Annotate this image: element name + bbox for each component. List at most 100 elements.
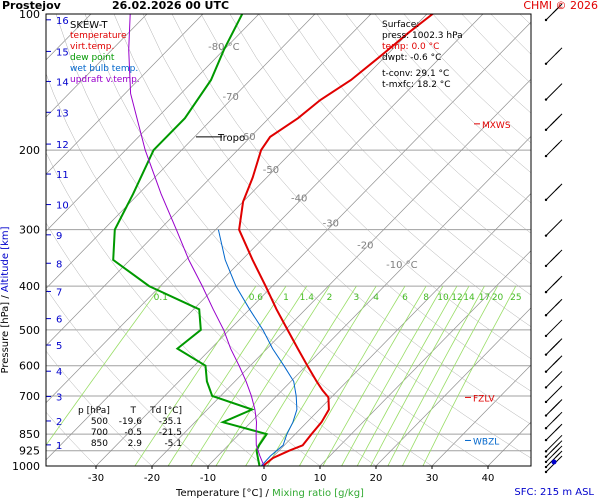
surface-tconv: t-conv: 29.1 °C [382, 69, 450, 79]
isotherm-label: -20 [357, 240, 373, 251]
wind-barb [544, 249, 563, 268]
table-row: 500 -19.6 -35.1 [78, 417, 182, 428]
wind-barb [544, 355, 563, 373]
run-datetime: 26.02.2026 00 UTC [112, 0, 230, 12]
wind-barb-point [544, 18, 548, 22]
wind-barb-flag [557, 385, 563, 391]
surface-temp: temp: 0.0 °C [382, 42, 440, 52]
mixing-ratio-line [387, 285, 485, 466]
y-axis-label: Pressure [hPa] / Altitude [km] [0, 226, 11, 373]
wind-barb [544, 434, 563, 453]
surface-dwpt: dwpt: -0.6 °C [382, 53, 442, 63]
series-wet-bulb-temp [217, 229, 298, 466]
isotherm-label: -40 [291, 194, 307, 205]
mixing-ratio-line [215, 285, 330, 466]
dry-adiabat [287, 14, 531, 265]
mixing-ratio-label: 4 [373, 293, 379, 303]
wind-barb-flag [552, 360, 558, 366]
altitude-tick-label: 7 [56, 287, 62, 298]
wind-barb-flag [550, 345, 555, 351]
legend-title: SKEW-T [70, 20, 108, 31]
cell-td: -21.5 [158, 428, 182, 438]
mixing-ratio-line [299, 285, 406, 466]
mixing-ratio-label: 1.4 [300, 293, 315, 303]
wind-barb-staff [545, 389, 559, 403]
cell-t: -19.6 [118, 417, 142, 427]
mxws-label: MXWS [482, 121, 511, 131]
station-name: Prostejov [2, 0, 61, 12]
wind-barb-staff [545, 87, 559, 100]
surface-info: Surface: press: 1002.3 hPa temp: 0.0 °C … [382, 20, 466, 91]
wind-barb [544, 385, 563, 404]
wind-barb-flag [555, 49, 560, 55]
cell-t: 2.9 [127, 439, 142, 449]
mixing-ratio-line [370, 285, 470, 466]
isotherm-line [46, 14, 372, 347]
wind-barb-point [544, 198, 548, 202]
altitude-tick-label: 11 [56, 170, 69, 181]
wind-barb [544, 113, 563, 132]
legend-item-dew-point: dew point [70, 53, 115, 63]
isotherm-line [46, 14, 204, 175]
mixing-ratio-line [46, 285, 162, 446]
cell-p: 850 [90, 439, 108, 449]
cell-t: -0.5 [124, 428, 142, 438]
isotherm-line [95, 21, 531, 466]
pressure-tick-label: 300 [19, 224, 40, 237]
table-row: 850 2.9 -5.1 [78, 439, 182, 450]
wind-barb-flag [555, 373, 560, 379]
mixing-ratio-line [356, 285, 458, 466]
wind-barb-staff [545, 323, 559, 337]
wind-barb-flag [552, 416, 558, 422]
isotherm-line [375, 307, 531, 466]
x-axis-label: Temperature [°C] / Mixing ratio [g/kg] [175, 488, 364, 499]
dry-adiabat [258, 14, 531, 296]
pressure-tick-label: 200 [19, 144, 40, 157]
pressure-tick-label: 600 [19, 360, 40, 373]
col-header-p: p [hPa] [78, 406, 110, 416]
mixing-ratio-label: 25 [510, 293, 521, 303]
wind-barb [544, 275, 563, 294]
temperature-tick-label: 20 [370, 473, 383, 484]
levels-table-header: p [hPa] T Td [°C] [78, 406, 182, 417]
isotherm-label: -70 [222, 92, 238, 103]
dry-adiabat [316, 14, 531, 234]
pressure-tick-label: 850 [19, 428, 40, 441]
fzlv-label: FZLV [473, 394, 495, 404]
mixing-ratio-label: 17 [479, 293, 490, 303]
wind-barb [544, 298, 563, 317]
wind-barb-flag [550, 120, 555, 126]
wind-barb-point [544, 334, 548, 338]
dry-adiabat [46, 72, 377, 466]
wind-barb [544, 440, 563, 458]
table-row: 700 -0.5 -21.5 [78, 428, 182, 439]
surface-elevation: SFC: 215 m ASL [514, 487, 594, 498]
wind-barb-point [544, 400, 548, 404]
altitude-tick-label: 9 [56, 231, 62, 242]
dry-adiabat [84, 14, 489, 466]
mixing-ratio-line [134, 285, 257, 466]
mixing-ratio-label: 12 [451, 293, 462, 303]
wind-barb [544, 371, 563, 389]
mixing-ratio-line [341, 285, 444, 466]
pressure-tick-label: 1000 [12, 460, 40, 473]
mixing-ratio-label: 2 [327, 293, 333, 303]
series-temperature [238, 14, 434, 466]
dry-adiabat [46, 350, 153, 466]
altitude-tick-label: 12 [56, 140, 69, 151]
altitude-tick-label: 1 [56, 441, 62, 452]
isotherm-label: -30 [323, 218, 339, 229]
wind-barb-point [544, 460, 548, 464]
wind-barb-flag [555, 301, 560, 307]
mixing-ratio-label: 10 [437, 293, 449, 303]
copyright: CHMI © 2026 [523, 0, 598, 12]
wind-barb-point [544, 290, 548, 294]
pressure-tick-label: 925 [19, 445, 40, 458]
wind-barb-point [544, 98, 548, 101]
dry-adiabat [113, 14, 531, 459]
pressure-tick-label: 400 [19, 280, 40, 293]
mixing-ratio-label: 0.6 [249, 293, 264, 303]
mixing-ratio-line [322, 285, 427, 466]
temperature-tick-label: -10 [200, 473, 216, 484]
